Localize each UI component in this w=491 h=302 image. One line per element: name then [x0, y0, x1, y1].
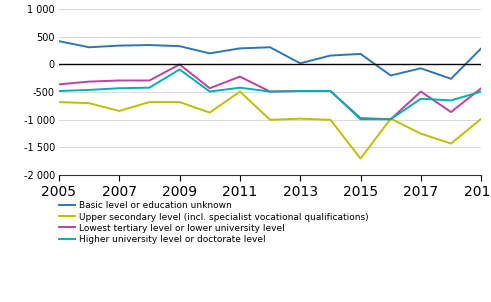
- Upper secondary level (incl. specialist vocational qualifications): [86, 101, 92, 105]
- Basic level or education unknown: [207, 52, 213, 55]
- Legend: Basic level or education unknown, Upper secondary level (incl. specialist vocati: Basic level or education unknown, Upper …: [59, 201, 369, 244]
- Lowest tertiary level or lower university level: [418, 90, 424, 93]
- Basic level or education unknown: [357, 52, 363, 56]
- Lowest tertiary level or lower university level: [86, 80, 92, 83]
- Lowest tertiary level or lower university level: [237, 75, 243, 79]
- Higher university level or doctorate level: [418, 97, 424, 101]
- Upper secondary level (incl. specialist vocational qualifications): [388, 117, 394, 120]
- Higher university level or doctorate level: [448, 98, 454, 102]
- Higher university level or doctorate level: [267, 90, 273, 93]
- Upper secondary level (incl. specialist vocational qualifications): [297, 117, 303, 120]
- Lowest tertiary level or lower university level: [448, 110, 454, 114]
- Basic level or education unknown: [86, 45, 92, 49]
- Basic level or education unknown: [56, 39, 62, 43]
- Line: Upper secondary level (incl. specialist vocational qualifications): Upper secondary level (incl. specialist …: [59, 92, 481, 159]
- Upper secondary level (incl. specialist vocational qualifications): [418, 132, 424, 136]
- Lowest tertiary level or lower university level: [388, 117, 394, 121]
- Upper secondary level (incl. specialist vocational qualifications): [448, 142, 454, 146]
- Upper secondary level (incl. specialist vocational qualifications): [207, 111, 213, 114]
- Upper secondary level (incl. specialist vocational qualifications): [267, 118, 273, 122]
- Higher university level or doctorate level: [357, 117, 363, 121]
- Line: Higher university level or doctorate level: Higher university level or doctorate lev…: [59, 69, 481, 119]
- Basic level or education unknown: [116, 44, 122, 47]
- Higher university level or doctorate level: [56, 89, 62, 93]
- Basic level or education unknown: [388, 74, 394, 77]
- Basic level or education unknown: [146, 43, 152, 47]
- Lowest tertiary level or lower university level: [267, 90, 273, 93]
- Lowest tertiary level or lower university level: [146, 79, 152, 82]
- Higher university level or doctorate level: [207, 90, 213, 93]
- Basic level or education unknown: [478, 47, 484, 50]
- Higher university level or doctorate level: [388, 117, 394, 121]
- Higher university level or doctorate level: [478, 90, 484, 93]
- Lowest tertiary level or lower university level: [357, 116, 363, 120]
- Lowest tertiary level or lower university level: [297, 89, 303, 93]
- Lowest tertiary level or lower university level: [478, 86, 484, 90]
- Basic level or education unknown: [448, 77, 454, 81]
- Lowest tertiary level or lower university level: [207, 86, 213, 90]
- Basic level or education unknown: [237, 47, 243, 50]
- Lowest tertiary level or lower university level: [177, 63, 183, 66]
- Upper secondary level (incl. specialist vocational qualifications): [357, 157, 363, 160]
- Upper secondary level (incl. specialist vocational qualifications): [146, 100, 152, 104]
- Line: Basic level or education unknown: Basic level or education unknown: [59, 41, 481, 79]
- Higher university level or doctorate level: [86, 88, 92, 92]
- Upper secondary level (incl. specialist vocational qualifications): [237, 90, 243, 93]
- Lowest tertiary level or lower university level: [56, 82, 62, 86]
- Basic level or education unknown: [297, 62, 303, 65]
- Higher university level or doctorate level: [327, 89, 333, 93]
- Upper secondary level (incl. specialist vocational qualifications): [116, 109, 122, 113]
- Basic level or education unknown: [327, 54, 333, 57]
- Upper secondary level (incl. specialist vocational qualifications): [56, 100, 62, 104]
- Higher university level or doctorate level: [116, 86, 122, 90]
- Lowest tertiary level or lower university level: [327, 89, 333, 93]
- Upper secondary level (incl. specialist vocational qualifications): [478, 117, 484, 120]
- Basic level or education unknown: [177, 44, 183, 48]
- Lowest tertiary level or lower university level: [116, 79, 122, 82]
- Basic level or education unknown: [267, 45, 273, 49]
- Higher university level or doctorate level: [177, 68, 183, 71]
- Line: Lowest tertiary level or lower university level: Lowest tertiary level or lower universit…: [59, 64, 481, 119]
- Basic level or education unknown: [418, 66, 424, 70]
- Higher university level or doctorate level: [237, 86, 243, 89]
- Higher university level or doctorate level: [146, 86, 152, 89]
- Higher university level or doctorate level: [297, 89, 303, 93]
- Upper secondary level (incl. specialist vocational qualifications): [327, 118, 333, 122]
- Upper secondary level (incl. specialist vocational qualifications): [177, 100, 183, 104]
